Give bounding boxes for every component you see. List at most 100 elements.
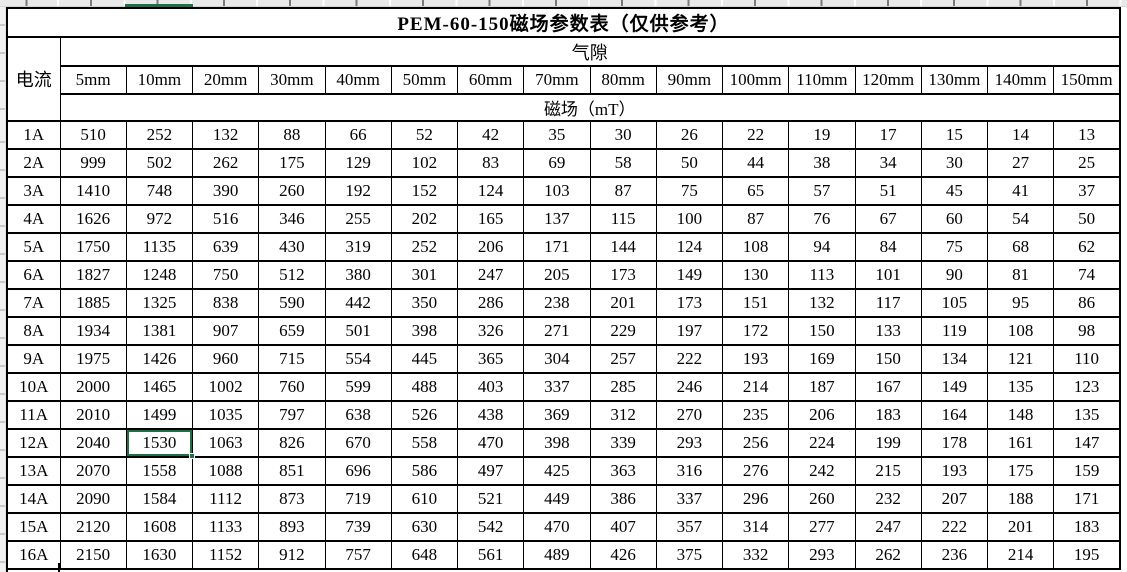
cell-1A-150mm[interactable]: 13 (1053, 120, 1121, 150)
cell-8A-130mm[interactable]: 119 (920, 316, 989, 346)
cell-3A-100mm[interactable]: 65 (721, 176, 790, 206)
cell-12A-140mm[interactable]: 161 (986, 428, 1055, 458)
cell-1A-30mm[interactable]: 88 (258, 120, 326, 150)
cell-3A-80mm[interactable]: 87 (589, 176, 657, 206)
cell-10A-10mm[interactable]: 1465 (125, 372, 194, 402)
cell-13A-120mm[interactable]: 215 (854, 456, 922, 486)
cell-5A-120mm[interactable]: 84 (854, 232, 922, 262)
selection-fill-handle[interactable] (189, 453, 195, 459)
row-label-4A[interactable]: 4A (6, 204, 61, 234)
cell-8A-10mm[interactable]: 1381 (125, 316, 194, 346)
cell-12A-90mm[interactable]: 293 (655, 428, 724, 458)
cell-14A-10mm[interactable]: 1584 (125, 484, 194, 514)
cell-1A-5mm[interactable]: 510 (59, 120, 127, 150)
cell-14A-130mm[interactable]: 207 (920, 484, 989, 514)
cell-2A-10mm[interactable]: 502 (125, 148, 194, 178)
table-title[interactable]: PEM-60-150磁场参数表（仅供参考） (6, 7, 1121, 38)
cell-3A-90mm[interactable]: 75 (655, 176, 724, 206)
cell-11A-150mm[interactable]: 135 (1053, 400, 1121, 430)
cell-16A-150mm[interactable]: 195 (1053, 540, 1121, 570)
cell-5A-110mm[interactable]: 94 (788, 232, 856, 262)
cell-15A-5mm[interactable]: 2120 (59, 512, 127, 542)
cell-5A-50mm[interactable]: 252 (390, 232, 459, 262)
cell-14A-50mm[interactable]: 610 (390, 484, 459, 514)
cell-13A-140mm[interactable]: 175 (986, 456, 1055, 486)
row-label-1A[interactable]: 1A (6, 120, 61, 150)
cell-7A-120mm[interactable]: 117 (854, 288, 922, 318)
cell-4A-100mm[interactable]: 87 (721, 204, 790, 234)
cell-7A-20mm[interactable]: 838 (191, 288, 260, 318)
cell-8A-20mm[interactable]: 907 (191, 316, 260, 346)
cell-14A-20mm[interactable]: 1112 (191, 484, 260, 514)
cell-6A-140mm[interactable]: 81 (986, 260, 1055, 290)
cell-2A-5mm[interactable]: 999 (59, 148, 127, 178)
cell-12A-20mm[interactable]: 1063 (191, 428, 260, 458)
cell-2A-70mm[interactable]: 69 (523, 148, 591, 178)
cell-15A-140mm[interactable]: 201 (986, 512, 1055, 542)
cell-7A-50mm[interactable]: 350 (390, 288, 459, 318)
cell-4A-80mm[interactable]: 115 (589, 204, 657, 234)
unit-header[interactable]: 磁场（mT） (59, 93, 1121, 122)
cell-6A-70mm[interactable]: 205 (523, 260, 591, 290)
gap-header-110mm[interactable]: 110mm (788, 65, 856, 95)
cell-14A-90mm[interactable]: 337 (655, 484, 724, 514)
cell-12A-100mm[interactable]: 256 (721, 428, 790, 458)
cell-7A-140mm[interactable]: 95 (986, 288, 1055, 318)
cell-11A-130mm[interactable]: 164 (920, 400, 989, 430)
cell-3A-60mm[interactable]: 124 (456, 176, 525, 206)
cell-4A-10mm[interactable]: 972 (125, 204, 194, 234)
cell-2A-150mm[interactable]: 25 (1053, 148, 1121, 178)
cell-7A-60mm[interactable]: 286 (456, 288, 525, 318)
cell-16A-20mm[interactable]: 1152 (191, 540, 260, 570)
cell-8A-5mm[interactable]: 1934 (59, 316, 127, 346)
cell-16A-50mm[interactable]: 648 (390, 540, 459, 570)
cell-11A-20mm[interactable]: 1035 (191, 400, 260, 430)
cell-5A-130mm[interactable]: 75 (920, 232, 989, 262)
cell-13A-30mm[interactable]: 851 (258, 456, 326, 486)
cell-2A-60mm[interactable]: 83 (456, 148, 525, 178)
cell-12A-110mm[interactable]: 224 (788, 428, 856, 458)
gap-header-60mm[interactable]: 60mm (456, 65, 525, 95)
cell-6A-90mm[interactable]: 149 (655, 260, 724, 290)
cell-16A-40mm[interactable]: 757 (324, 540, 392, 570)
cell-6A-20mm[interactable]: 750 (191, 260, 260, 290)
cell-7A-80mm[interactable]: 201 (589, 288, 657, 318)
cell-4A-60mm[interactable]: 165 (456, 204, 525, 234)
cell-13A-150mm[interactable]: 159 (1053, 456, 1121, 486)
cell-3A-110mm[interactable]: 57 (788, 176, 856, 206)
cell-5A-40mm[interactable]: 319 (324, 232, 392, 262)
cell-7A-10mm[interactable]: 1325 (125, 288, 194, 318)
cell-13A-130mm[interactable]: 193 (920, 456, 989, 486)
cell-10A-30mm[interactable]: 760 (258, 372, 326, 402)
cell-9A-110mm[interactable]: 169 (788, 344, 856, 374)
cell-8A-50mm[interactable]: 398 (390, 316, 459, 346)
cell-15A-20mm[interactable]: 1133 (191, 512, 260, 542)
cell-12A-120mm[interactable]: 199 (854, 428, 922, 458)
cell-6A-5mm[interactable]: 1827 (59, 260, 127, 290)
cell-9A-120mm[interactable]: 150 (854, 344, 922, 374)
cell-8A-60mm[interactable]: 326 (456, 316, 525, 346)
row-label-12A[interactable]: 12A (6, 428, 61, 458)
cell-16A-60mm[interactable]: 561 (456, 540, 525, 570)
cell-4A-110mm[interactable]: 76 (788, 204, 856, 234)
cell-13A-40mm[interactable]: 696 (324, 456, 392, 486)
cell-1A-60mm[interactable]: 42 (456, 120, 525, 150)
cell-9A-140mm[interactable]: 121 (986, 344, 1055, 374)
cell-6A-40mm[interactable]: 380 (324, 260, 392, 290)
cell-4A-50mm[interactable]: 202 (390, 204, 459, 234)
gap-header-120mm[interactable]: 120mm (854, 65, 922, 95)
cell-3A-150mm[interactable]: 37 (1053, 176, 1121, 206)
row-axis-header[interactable]: 电流 (6, 36, 61, 122)
cell-9A-70mm[interactable]: 304 (523, 344, 591, 374)
cell-10A-140mm[interactable]: 135 (986, 372, 1055, 402)
cell-15A-150mm[interactable]: 183 (1053, 512, 1121, 542)
gap-header-140mm[interactable]: 140mm (986, 65, 1055, 95)
gap-header-150mm[interactable]: 150mm (1053, 65, 1121, 95)
cell-13A-20mm[interactable]: 1088 (191, 456, 260, 486)
cell-8A-40mm[interactable]: 501 (324, 316, 392, 346)
cell-11A-80mm[interactable]: 312 (589, 400, 657, 430)
cell-15A-100mm[interactable]: 314 (721, 512, 790, 542)
cell-16A-70mm[interactable]: 489 (523, 540, 591, 570)
cell-11A-40mm[interactable]: 638 (324, 400, 392, 430)
cell-3A-5mm[interactable]: 1410 (59, 176, 127, 206)
